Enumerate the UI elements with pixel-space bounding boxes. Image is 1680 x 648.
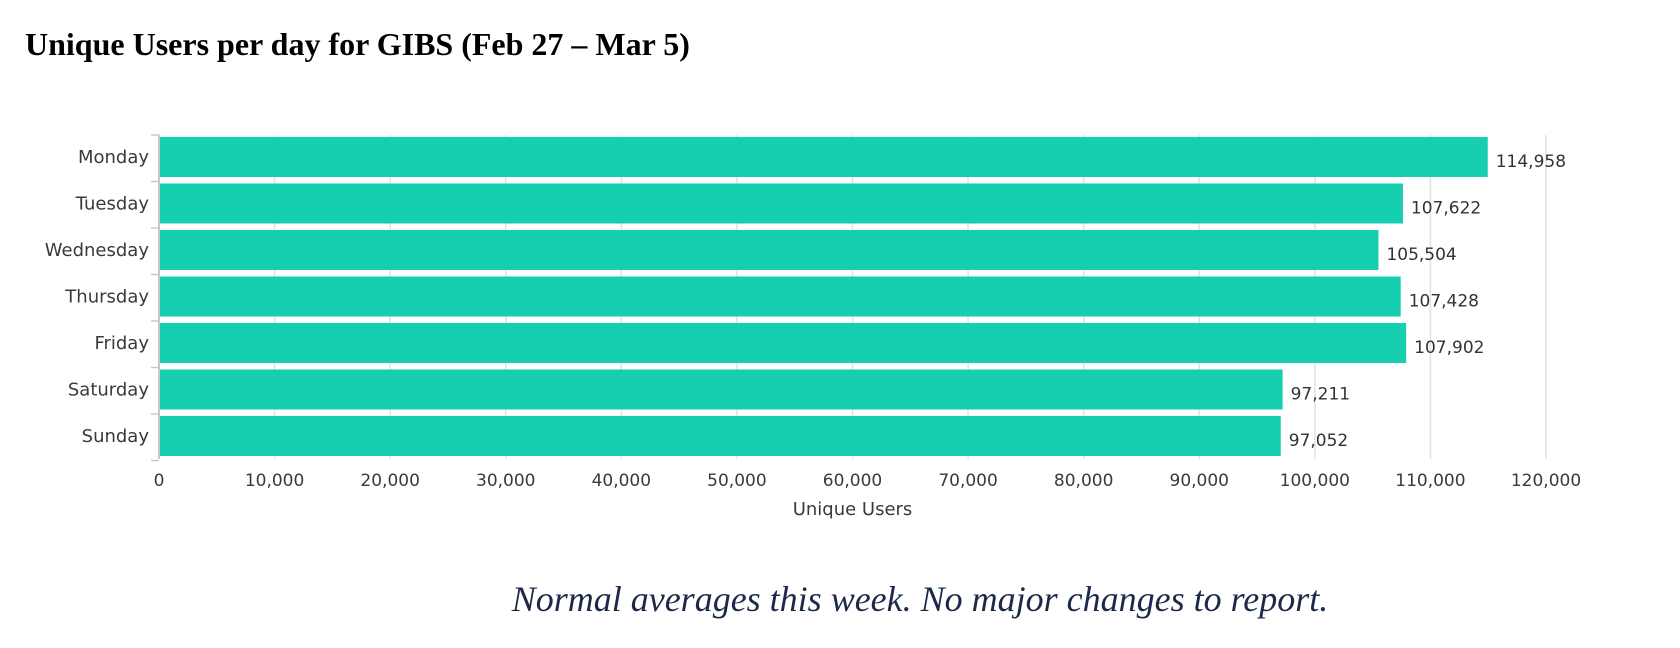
category-label: Sunday: [82, 426, 150, 447]
category-label: Saturday: [68, 380, 149, 401]
category-label: Thursday: [64, 287, 149, 308]
x-tick-label: 30,000: [476, 471, 535, 491]
x-tick-label: 70,000: [938, 471, 997, 491]
x-tick-label: 10,000: [245, 471, 304, 491]
bar-friday: [159, 323, 1407, 363]
bar-wednesday: [159, 230, 1379, 270]
x-tick-label: 20,000: [360, 471, 419, 491]
data-label: 107,622: [1411, 199, 1481, 219]
data-label: 97,052: [1289, 431, 1348, 451]
data-label: 105,504: [1386, 245, 1456, 265]
data-label: 107,428: [1409, 292, 1479, 312]
data-label: 97,211: [1291, 385, 1350, 405]
axes: 0 10,000 20,000 30,000 40,000 50,000 60,000 70,…: [45, 134, 1581, 491]
category-label: Friday: [94, 333, 149, 354]
x-tick-label: 120,000: [1511, 471, 1581, 491]
x-tick-label: 40,000: [592, 471, 651, 491]
category-label: Monday: [78, 147, 149, 168]
x-tick-label: 90,000: [1170, 471, 1229, 491]
page-title: Unique Users per day for GIBS (Feb 27 – …: [25, 26, 690, 62]
x-tick-label: 0: [154, 471, 165, 491]
x-axis-label: Unique Users: [793, 499, 913, 520]
x-tick-label: 50,000: [707, 471, 766, 491]
x-tick-label: 110,000: [1395, 471, 1465, 491]
x-tick-label: 60,000: [823, 471, 882, 491]
category-label: Wednesday: [45, 240, 150, 261]
data-label: 107,902: [1414, 338, 1484, 358]
x-tick-label: 100,000: [1280, 471, 1350, 491]
bar-monday: [159, 137, 1488, 177]
bar-tuesday: [159, 183, 1403, 224]
bars: [159, 137, 1488, 456]
bar-chart: 0 10,000 20,000 30,000 40,000 50,000 60,000 70,…: [45, 134, 1581, 520]
data-label: 114,958: [1496, 152, 1566, 172]
bar-saturday: [159, 369, 1283, 410]
bar-thursday: [159, 276, 1401, 317]
bar-sunday: [159, 416, 1281, 456]
x-tick-label: 80,000: [1054, 471, 1113, 491]
category-label: Tuesday: [75, 194, 150, 215]
caption-note: Normal averages this week. No major chan…: [511, 579, 1329, 619]
